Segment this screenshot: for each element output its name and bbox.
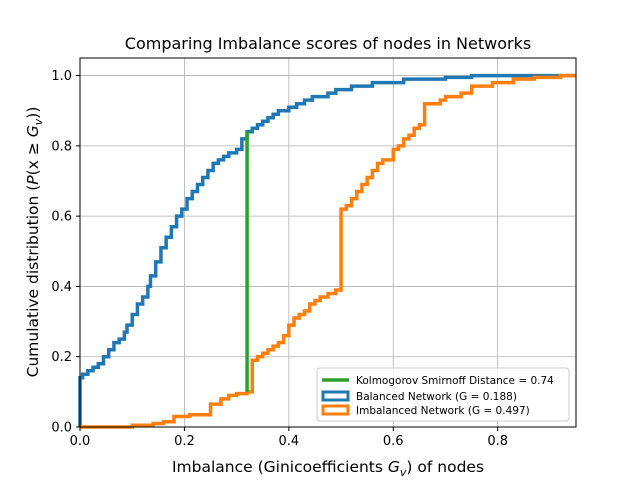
- tick-layer: 0.0 0.2 0.4 0.6 0.8 0.0 0.2 0.4 0.6 0.8 1.0: [51, 69, 508, 449]
- legend: Kolmogorov Smirnoff Distance = 0.74 Bala…: [316, 367, 570, 422]
- y-axis-title-inner: (x ≥: [24, 137, 42, 175]
- legend-swatch-balanced: [321, 390, 350, 402]
- y-axis-title-func: P: [24, 175, 42, 185]
- chart-title: Comparing Imbalance scores of nodes in N…: [125, 34, 531, 53]
- x-axis-title-prefix: Imbalance (Ginicoefficients: [172, 458, 388, 476]
- legend-label-balanced: Balanced Network (G = 0.188): [356, 391, 517, 403]
- series-layer: [78, 73, 576, 429]
- legend-label-ks: Kolmogorov Smirnoff Distance = 0.74: [356, 375, 554, 387]
- y-tick-label-3: 0.6: [51, 210, 72, 225]
- x-tick-label-0: 0.0: [70, 434, 91, 449]
- y-tick-label-1: 0.2: [51, 350, 72, 365]
- plot-frame: [79, 57, 577, 428]
- y-tick-label-4: 0.8: [51, 139, 72, 154]
- y-axis-title-prefix: Cumulative distribution (: [24, 185, 42, 378]
- x-axis-title-var: G: [388, 458, 400, 476]
- series-line-balanced-network: [78, 73, 576, 427]
- x-tick-label-4: 0.8: [487, 434, 508, 449]
- legend-swatch-imbalanced: [321, 404, 350, 416]
- y-tick-label-2: 0.4: [51, 280, 72, 295]
- x-axis-title-suffix: ) of nodes: [406, 458, 484, 476]
- y-axis-title-sub: v: [32, 118, 45, 125]
- y-tick-label-0: 0.0: [51, 421, 72, 436]
- x-tick-label-2: 0.4: [278, 434, 299, 449]
- x-axis-title: Imbalance (Ginicoefficients Gv) of nodes: [172, 458, 484, 479]
- legend-label-imbalanced: Imbalanced Network (G = 0.497): [356, 405, 530, 417]
- legend-box: [316, 367, 570, 422]
- y-axis-title-suffix: )): [24, 107, 42, 119]
- x-tick-label-3: 0.6: [383, 434, 404, 449]
- y-axis-title: Cumulative distribution (P(x ≥ Gv)): [24, 107, 45, 378]
- x-tick-label-1: 0.2: [174, 434, 195, 449]
- x-axis-title-sub: v: [400, 466, 407, 479]
- series-line-imbalanced-network: [80, 73, 576, 429]
- y-axis-title-var: G: [24, 125, 42, 137]
- y-tick-label-5: 1.0: [51, 69, 72, 84]
